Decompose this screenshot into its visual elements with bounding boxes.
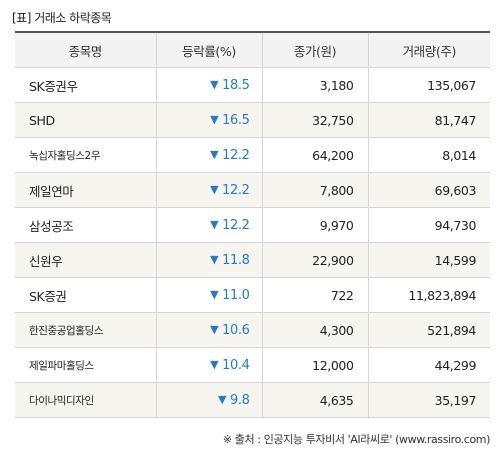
down-arrow-icon: ▼ [210,182,219,196]
stock-name: 녹십자홀딩스2우 [15,137,157,173]
closing-price: 4,300 [261,312,369,348]
stock-name: SK증권우 [15,67,157,103]
change-rate-value: 11.8 [222,252,250,268]
closing-price: 64,200 [261,137,369,173]
closing-price: 722 [261,277,369,313]
header-closing-price: 종가(원) [261,33,369,68]
down-arrow-icon: ▼ [210,252,219,266]
stock-name: 제일파마홀딩스 [15,347,157,383]
down-arrow-icon: ▼ [210,147,219,161]
source-note: ※ 출처 : 인공지능 투자비서 'AI라씨로' (www.rassiro.co… [222,433,491,446]
table-row: 신원우 ▼ 11.8 22,900 14,599 [15,242,490,278]
table-row: SK증권 ▼ 11.0 722 11,823,894 [15,277,490,313]
change-rate: ▼ 12.2 [155,172,263,208]
stock-name: 한진중공업홀딩스 [15,312,157,348]
trade-volume: 14,599 [367,242,490,278]
change-rate: ▼ 9.8 [155,382,263,418]
table-row: 녹십자홀딩스2우 ▼ 12.2 64,200 8,014 [15,137,490,173]
stock-name: SHD [15,102,157,138]
table-row: 한진중공업홀딩스 ▼ 10.6 4,300 521,894 [15,312,490,348]
closing-price: 12,000 [261,347,369,383]
change-rate: ▼ 16.5 [155,102,263,138]
stock-name: 제일연마 [15,172,157,208]
trade-volume: 11,823,894 [367,277,490,313]
stock-table-container: 종목명 등락률(%) 종가(원) 거래량(주) SK증권우 ▼ 18.5 3,180 1… [15,31,490,418]
closing-price: 32,750 [261,102,369,138]
table-row: 삼성공조 ▼ 12.2 9,970 94,730 [15,207,490,243]
trade-volume: 69,603 [367,172,490,208]
down-arrow-icon: ▼ [210,112,219,126]
closing-price: 9,970 [261,207,369,243]
change-rate: ▼ 11.0 [155,277,263,313]
table-row: SHD ▼ 16.5 32,750 81,747 [15,102,490,138]
down-arrow-icon: ▼ [210,77,219,91]
header-change-rate: 등락률(%) [155,33,263,68]
header-volume: 거래량(주) [367,33,490,68]
change-rate-value: 18.5 [222,77,250,93]
closing-price: 4,635 [261,382,369,418]
change-rate-value: 12.2 [222,182,250,198]
change-rate: ▼ 12.2 [155,137,263,173]
stock-name: SK증권 [15,277,157,313]
table-row: 다이나믹디자인 ▼ 9.8 4,635 35,197 [15,382,490,418]
change-rate: ▼ 10.4 [155,347,263,383]
closing-price: 3,180 [261,67,369,103]
falling-stocks-table: 종목명 등락률(%) 종가(원) 거래량(주) SK증권우 ▼ 18.5 3,180 1… [15,33,490,418]
table-row: SK증권우 ▼ 18.5 3,180 135,067 [15,67,490,103]
down-arrow-icon: ▼ [210,287,219,301]
stock-name: 다이나믹디자인 [15,382,157,418]
change-rate: ▼ 18.5 [155,67,263,103]
trade-volume: 35,197 [367,382,490,418]
down-arrow-icon: ▼ [210,357,219,371]
closing-price: 22,900 [261,242,369,278]
trade-volume: 81,747 [367,102,490,138]
change-rate: ▼ 12.2 [155,207,263,243]
trade-volume: 521,894 [367,312,490,348]
closing-price: 7,800 [261,172,369,208]
stock-name: 삼성공조 [15,207,157,243]
trade-volume: 135,067 [367,67,490,103]
change-rate-value: 12.2 [222,147,250,163]
page-title: [표] 거래소 하락종목 [12,11,112,25]
down-arrow-icon: ▼ [217,392,227,406]
trade-volume: 44,299 [367,347,490,383]
table-row: 제일파마홀딩스 ▼ 10.4 12,000 44,299 [15,347,490,383]
change-rate-value: 11.0 [222,287,250,303]
change-rate-value: 16.5 [222,112,250,128]
table-header-row: 종목명 등락률(%) 종가(원) 거래량(주) [15,33,490,68]
change-rate: ▼ 10.6 [155,312,263,348]
header-stock-name: 종목명 [15,33,157,68]
trade-volume: 8,014 [367,137,490,173]
trade-volume: 94,730 [367,207,490,243]
down-arrow-icon: ▼ [210,322,219,336]
table-row: 제일연마 ▼ 12.2 7,800 69,603 [15,172,490,208]
change-rate-value: 10.6 [222,322,250,338]
down-arrow-icon: ▼ [210,217,219,231]
change-rate-value: 12.2 [222,217,250,233]
change-rate-value: 10.4 [222,357,250,373]
change-rate-value: 9.8 [230,392,250,408]
stock-name: 신원우 [15,242,157,278]
change-rate: ▼ 11.8 [155,242,263,278]
